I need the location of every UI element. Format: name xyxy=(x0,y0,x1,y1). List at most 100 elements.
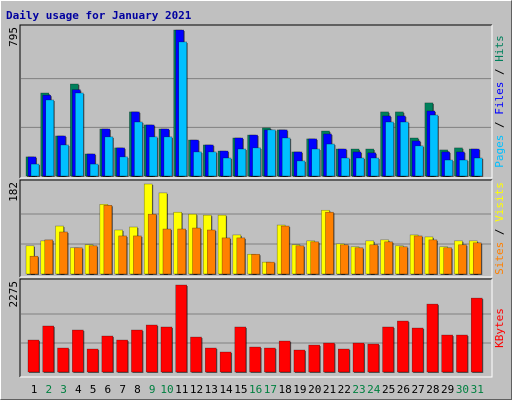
x-tick-label: 22 xyxy=(338,383,351,396)
bar xyxy=(236,237,246,275)
bar xyxy=(473,157,483,177)
bar xyxy=(75,92,84,177)
bar xyxy=(382,326,394,373)
y-tick-label: 2275 xyxy=(7,281,20,308)
x-tick-label: 24 xyxy=(367,383,381,396)
bar xyxy=(88,245,98,275)
bar xyxy=(116,339,128,373)
bar xyxy=(208,151,217,177)
bar xyxy=(355,157,365,177)
bar xyxy=(103,205,113,275)
bar xyxy=(400,121,409,177)
bar xyxy=(42,325,55,373)
bar xyxy=(219,351,232,373)
x-tick-label: 6 xyxy=(105,383,112,396)
plot-border xyxy=(19,179,492,277)
bar xyxy=(133,235,142,275)
x-tick-label: 31 xyxy=(471,383,484,396)
x-tick-label: 30 xyxy=(456,383,469,396)
plot-border xyxy=(19,278,492,377)
bar xyxy=(118,235,127,275)
bar xyxy=(470,297,483,373)
bar xyxy=(266,261,275,275)
bar xyxy=(456,334,468,373)
legend-entry: Files xyxy=(493,82,506,115)
x-tick-label: 27 xyxy=(412,383,425,396)
bar xyxy=(311,148,320,177)
legend-entry: KBytes xyxy=(493,308,506,348)
x-tick-label: 13 xyxy=(205,383,218,396)
x-tick-label: 16 xyxy=(249,383,262,396)
bar xyxy=(264,347,276,373)
bar xyxy=(104,136,114,177)
x-tick-label: 29 xyxy=(441,383,454,396)
bar xyxy=(441,334,453,373)
bar xyxy=(177,228,186,275)
bar xyxy=(101,335,114,373)
y-tick-label: 795 xyxy=(7,27,20,47)
y-tick-label: 182 xyxy=(7,182,20,202)
bar xyxy=(59,231,68,275)
bar xyxy=(190,336,202,373)
bar xyxy=(426,303,439,373)
bar xyxy=(163,136,173,177)
bar xyxy=(295,245,305,275)
x-tick-label: 18 xyxy=(279,383,292,396)
x-tick-label: 17 xyxy=(264,383,277,396)
x-tick-label: 10 xyxy=(160,383,173,396)
legend-entry: Visits xyxy=(493,182,506,222)
x-tick-label: 7 xyxy=(119,383,126,396)
bar xyxy=(428,239,438,275)
x-tick-label: 20 xyxy=(308,383,321,396)
bar xyxy=(86,348,99,373)
bar xyxy=(384,241,393,275)
bar xyxy=(72,329,84,373)
bar xyxy=(29,255,39,275)
bar xyxy=(413,235,423,275)
bar xyxy=(296,160,306,177)
x-tick-label: 21 xyxy=(323,383,336,396)
bar xyxy=(280,225,290,275)
bar xyxy=(411,327,424,373)
x-tick-label: 12 xyxy=(190,383,203,396)
bar xyxy=(281,137,291,177)
chart-title: Daily usage for January 2021 xyxy=(6,9,192,22)
plot-border xyxy=(20,25,493,179)
bar xyxy=(27,339,40,373)
x-tick-label: 19 xyxy=(293,383,306,396)
bar xyxy=(308,344,320,373)
bar xyxy=(458,244,467,275)
bar xyxy=(147,213,157,275)
bar xyxy=(193,151,202,177)
bar xyxy=(354,247,364,275)
x-tick-label: 28 xyxy=(426,383,439,396)
bar xyxy=(221,237,231,275)
bar xyxy=(249,346,261,373)
bar xyxy=(267,129,276,177)
bar xyxy=(341,157,350,177)
bar xyxy=(459,159,468,177)
bar xyxy=(162,228,172,275)
bar xyxy=(74,247,83,275)
bar xyxy=(443,247,452,275)
x-tick-label: 4 xyxy=(75,383,82,396)
plot-border xyxy=(19,24,492,178)
bar xyxy=(293,349,306,373)
x-tick-label: 14 xyxy=(219,383,233,396)
bar xyxy=(414,145,424,177)
bar xyxy=(326,143,335,177)
bar xyxy=(323,342,335,373)
x-tick-label: 26 xyxy=(397,383,410,396)
legend: Pages / Files / Hits xyxy=(493,35,506,168)
bar xyxy=(352,342,365,373)
bar xyxy=(338,348,350,373)
legend-entry: Pages xyxy=(493,135,506,168)
bar xyxy=(325,211,334,275)
x-tick-label: 15 xyxy=(234,383,247,396)
bar xyxy=(45,99,55,177)
legend-separator: / xyxy=(493,115,506,135)
legend-entry: Hits xyxy=(493,35,506,62)
bar xyxy=(131,329,143,373)
